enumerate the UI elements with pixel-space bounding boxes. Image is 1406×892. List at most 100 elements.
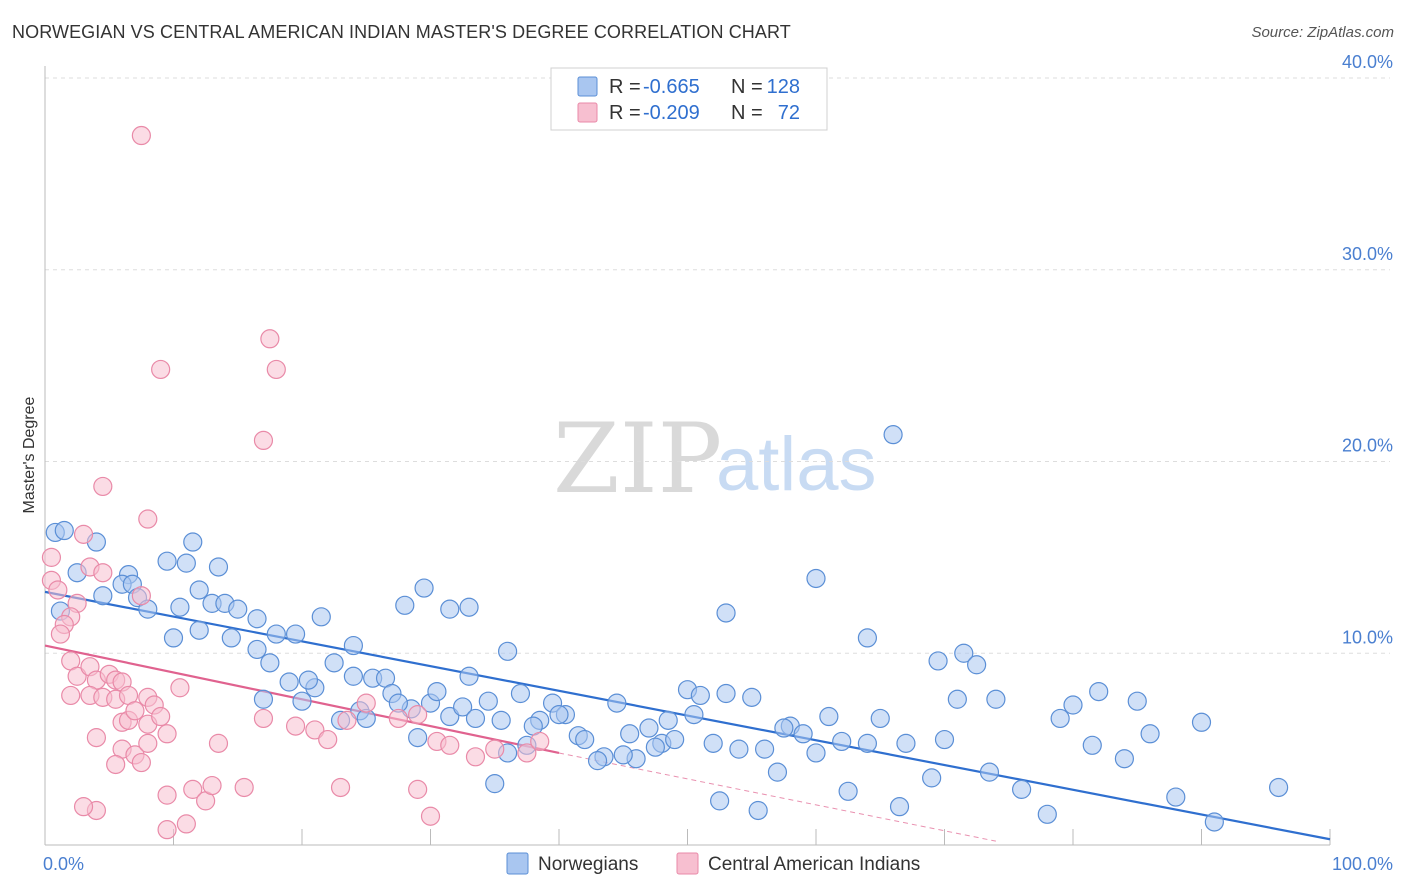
point-norwegians-1 [54, 520, 74, 541]
point-norwegians-69 [754, 739, 775, 759]
point-central-american-indians-42 [157, 724, 177, 744]
point-norwegians-60 [639, 718, 659, 738]
point-norwegians-74 [819, 706, 839, 727]
point-norwegians-91 [947, 689, 967, 709]
point-norwegians-14 [170, 597, 190, 617]
point-norwegians-21 [266, 624, 286, 644]
point-central-american-indians-49 [318, 729, 338, 750]
point-norwegians-122 [1082, 735, 1102, 755]
point-norwegians-34 [279, 672, 299, 692]
point-central-american-indians-66 [408, 779, 428, 799]
point-norwegians-83 [1011, 779, 1032, 799]
point-norwegians-79 [922, 768, 942, 788]
point-central-american-indians-2 [151, 359, 171, 380]
point-norwegians-84 [1050, 708, 1070, 729]
point-norwegians-90 [857, 628, 878, 648]
point-norwegians-86 [1127, 691, 1147, 711]
point-norwegians-114 [710, 791, 730, 811]
data-points [41, 125, 1289, 840]
point-central-american-indians-61 [183, 779, 203, 799]
point-norwegians-87 [1191, 712, 1212, 732]
point-norwegians-99 [440, 599, 460, 619]
point-norwegians-29 [324, 653, 344, 673]
point-norwegians-42 [427, 681, 447, 702]
point-central-american-indians-5 [93, 476, 113, 497]
point-central-american-indians-3 [266, 359, 286, 380]
point-central-american-indians-60 [157, 785, 177, 805]
point-norwegians-15 [176, 553, 196, 573]
point-norwegians-16 [189, 580, 209, 600]
point-norwegians-106 [408, 728, 428, 748]
watermark-atlas: atlas [716, 422, 877, 507]
legend-swatch-central-american-indians [577, 102, 598, 123]
point-norwegians-72 [793, 724, 813, 744]
point-norwegians-98 [414, 578, 434, 598]
point-norwegians-73 [806, 743, 826, 763]
point-norwegians-67 [729, 739, 749, 759]
point-norwegians-123 [1114, 749, 1135, 769]
point-central-american-indians-63 [202, 775, 222, 796]
point-central-american-indians-47 [285, 716, 306, 736]
legend-r-value-1: -0.665 [643, 76, 700, 98]
point-central-american-indians-53 [408, 705, 428, 725]
point-central-american-indians-8 [41, 547, 62, 567]
point-norwegians-44 [453, 697, 473, 717]
point-central-american-indians-16 [50, 624, 71, 644]
point-norwegians-119 [967, 655, 987, 675]
point-norwegians-57 [607, 693, 627, 713]
point-central-american-indians-17 [131, 586, 151, 606]
point-norwegians-100 [459, 597, 479, 617]
point-central-american-indians-68 [157, 820, 177, 840]
point-norwegians-23 [189, 620, 209, 640]
point-norwegians-70 [767, 762, 788, 782]
point-central-american-indians-19 [67, 666, 87, 686]
point-norwegians-113 [684, 705, 704, 725]
point-norwegians-85 [1089, 681, 1109, 702]
point-norwegians-116 [838, 781, 858, 801]
legend-r-label-1: R = [609, 76, 641, 98]
point-norwegians-65 [703, 733, 723, 753]
point-norwegians-43 [440, 706, 460, 727]
point-norwegians-7 [208, 557, 229, 577]
point-norwegians-80 [934, 729, 955, 750]
point-norwegians-120 [928, 651, 948, 671]
x-tick-label-0: 0.0% [43, 854, 84, 874]
point-norwegians-66 [716, 683, 736, 704]
legend-n-label-2: N = [731, 102, 763, 124]
y-tick-label-2: 30.0% [1342, 244, 1393, 264]
point-norwegians-68 [742, 687, 762, 707]
point-norwegians-118 [1037, 804, 1057, 824]
point-central-american-indians-4 [253, 430, 274, 451]
point-norwegians-48 [498, 641, 518, 661]
point-norwegians-110 [613, 745, 633, 765]
y-axis-title: Master's Degree [21, 396, 38, 513]
axes [44, 66, 1331, 846]
point-norwegians-96 [459, 666, 479, 686]
y-tick-label-1: 20.0% [1342, 436, 1393, 456]
point-central-american-indians-10 [48, 580, 68, 600]
point-norwegians-62 [665, 729, 685, 750]
point-norwegians-89 [806, 568, 826, 589]
point-norwegians-55 [575, 729, 595, 750]
point-norwegians-47 [491, 710, 511, 730]
point-central-american-indians-44 [131, 752, 151, 773]
point-central-american-indians-0 [131, 125, 151, 146]
point-central-american-indians-71 [73, 797, 94, 817]
legend-r-value-2: -0.209 [643, 102, 700, 124]
y-tick-label-3: 40.0% [1342, 52, 1393, 72]
gridlines [45, 77, 1390, 654]
point-norwegians-35 [292, 691, 312, 711]
point-norwegians-64 [690, 685, 710, 706]
point-norwegians-115 [748, 800, 768, 821]
legend-n-value-1: 128 [767, 76, 800, 98]
point-norwegians-88 [1268, 777, 1289, 798]
point-central-american-indians-59 [530, 731, 550, 752]
point-central-american-indians-69 [176, 814, 196, 834]
legend-n-value-2: 72 [778, 102, 800, 124]
point-norwegians-30 [343, 666, 363, 686]
point-norwegians-93 [716, 603, 736, 623]
point-norwegians-82 [986, 689, 1006, 709]
point-norwegians-109 [587, 751, 608, 771]
point-norwegians-92 [954, 643, 974, 663]
point-central-american-indians-65 [330, 777, 351, 798]
